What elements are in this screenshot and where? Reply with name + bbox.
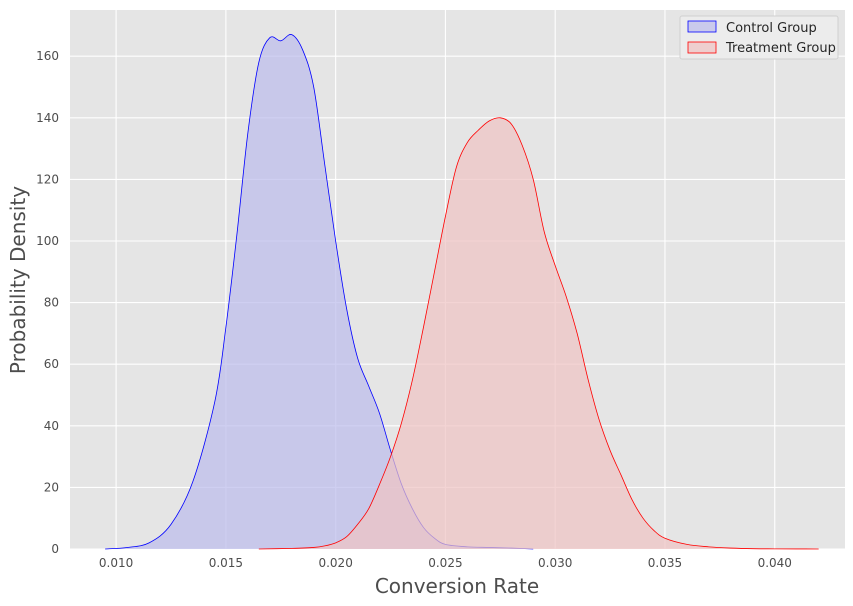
y-tick-label: 100	[36, 234, 59, 248]
y-tick-label: 60	[44, 357, 59, 371]
x-tick-label: 0.015	[209, 556, 243, 570]
area-fill-control	[105, 34, 534, 550]
y-axis-title: Probability Density	[6, 186, 30, 374]
x-tick-label: 0.035	[648, 556, 682, 570]
legend-label-treatment: Treatment Group	[725, 41, 836, 56]
y-tick-label: 20	[44, 480, 59, 494]
legend-swatch-treatment	[687, 41, 717, 54]
legend-frame	[679, 15, 839, 60]
y-tick-label: 120	[36, 172, 59, 186]
x-tick-label: 0.040	[758, 556, 792, 570]
tick-labels: 0.010 0.015 0.020 0.025 0.030 0.035 0.040 0 20 40…	[36, 49, 792, 570]
legend: Control Group Treatment Group	[679, 15, 839, 60]
legend-swatch-control	[687, 20, 717, 33]
x-tick-label: 0.020	[318, 556, 352, 570]
y-tick-label: 160	[36, 49, 59, 63]
y-tick-label: 80	[44, 296, 59, 310]
x-axis-title: Conversion Rate	[375, 574, 539, 598]
y-tick-label: 140	[36, 111, 59, 125]
x-tick-label: 0.030	[538, 556, 572, 570]
series-group	[105, 34, 819, 550]
x-tick-label: 0.025	[428, 556, 462, 570]
area-fill-treatment	[258, 117, 819, 549]
y-tick-label: 0	[51, 542, 59, 556]
legend-label-control: Control Group	[726, 21, 817, 36]
density-line-treatment	[258, 117, 819, 550]
y-tick-label: 40	[44, 419, 59, 433]
x-tick-label: 0.010	[99, 556, 133, 570]
